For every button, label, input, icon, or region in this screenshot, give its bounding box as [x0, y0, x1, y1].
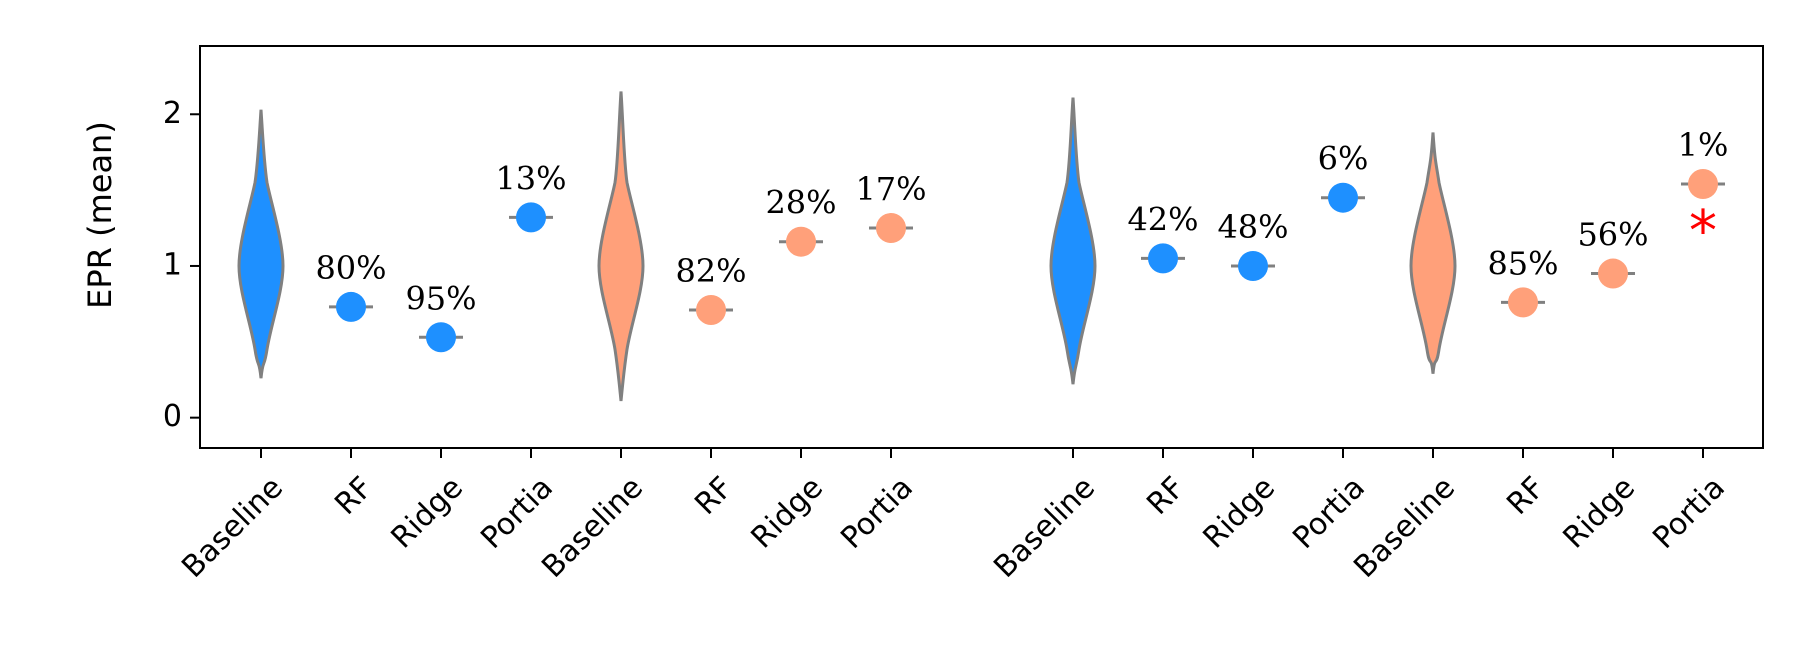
- data-point: [426, 322, 456, 353]
- data-label: 42%: [1127, 200, 1198, 238]
- data-label: 56%: [1577, 216, 1648, 254]
- y-axis: 0 1 2: [163, 96, 200, 434]
- x-tick-label: RF: [1500, 470, 1552, 522]
- x-tick-label: Baseline: [987, 470, 1102, 585]
- data-point: [1328, 182, 1358, 213]
- violin: [1049, 97, 1097, 385]
- x-tick-label: Portia: [834, 470, 920, 556]
- violin: [1409, 132, 1457, 374]
- violins: [237, 91, 1457, 402]
- data-label: 48%: [1217, 208, 1288, 246]
- data-point: [1508, 287, 1538, 318]
- x-tick-label: RF: [1140, 470, 1192, 522]
- x-tick-label: RF: [688, 470, 740, 522]
- data-label: 80%: [315, 249, 386, 287]
- data-labels: 80% 95% 13% 82% 28% 17% 42% 48% 6% 85% 56% 1%: [315, 126, 1728, 317]
- data-label: 13%: [495, 159, 566, 197]
- y-tick-label: 0: [163, 399, 182, 434]
- violin: [237, 109, 285, 379]
- data-point: [786, 226, 816, 257]
- x-tick-label: Baseline: [535, 470, 650, 585]
- x-tick-label: Ridge: [1557, 470, 1642, 555]
- x-tick-label: Ridge: [385, 470, 470, 555]
- x-tick-label: Ridge: [1197, 470, 1282, 555]
- annotations: *: [1689, 199, 1717, 264]
- x-tick-label: Portia: [474, 470, 560, 556]
- violin: [597, 91, 645, 402]
- data-point: [876, 213, 906, 244]
- x-tick-label: Baseline: [1347, 470, 1462, 585]
- y-tick-label: 2: [163, 96, 182, 131]
- data-point: [336, 291, 366, 322]
- y-axis-title: EPR (mean): [81, 121, 119, 309]
- data-label: 82%: [675, 252, 746, 290]
- x-tick-label: RF: [328, 470, 380, 522]
- data-point: [516, 202, 546, 233]
- data-point: [1688, 169, 1718, 200]
- data-point: [1238, 250, 1268, 281]
- data-label: 85%: [1487, 244, 1558, 282]
- data-point: [1148, 243, 1178, 274]
- x-tick-label: Ridge: [745, 470, 830, 555]
- y-tick-label: 1: [163, 247, 182, 282]
- data-label: 1%: [1678, 126, 1729, 164]
- points: [329, 169, 1725, 353]
- x-tick-label: Portia: [1646, 470, 1732, 556]
- x-tick-label: Baseline: [175, 470, 290, 585]
- data-label: 6%: [1318, 140, 1369, 178]
- significance-marker: *: [1689, 199, 1717, 264]
- data-label: 28%: [765, 184, 836, 222]
- plot-frame: [199, 45, 1764, 449]
- x-tick-label: Portia: [1286, 470, 1372, 556]
- data-label: 17%: [855, 170, 926, 208]
- data-point: [1598, 258, 1628, 289]
- data-label: 95%: [405, 279, 476, 317]
- data-point: [696, 294, 726, 325]
